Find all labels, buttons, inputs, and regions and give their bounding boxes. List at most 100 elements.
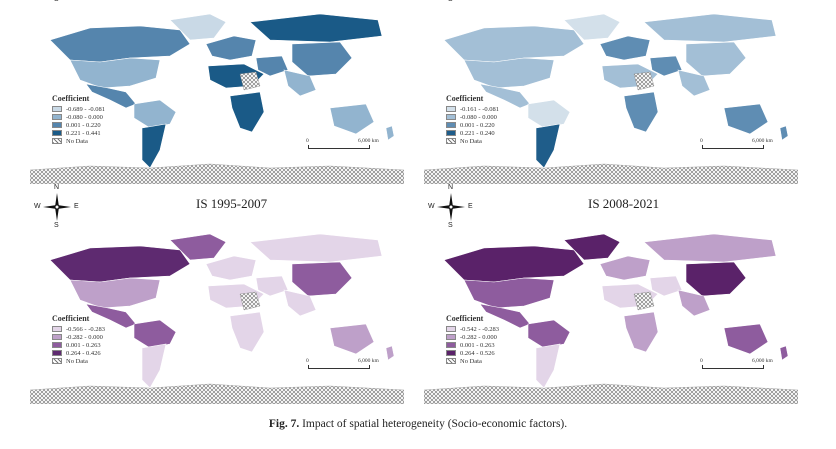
region-south-america-s <box>141 343 167 389</box>
compass-arrows-icon <box>437 193 465 221</box>
region-mexico-central <box>85 303 137 329</box>
region-greenland <box>169 13 227 41</box>
legend-label: 0.221 - 0.240 <box>460 129 495 137</box>
no-data-region <box>239 71 261 91</box>
legend-swatch <box>52 114 62 120</box>
region-south-asia <box>283 289 317 317</box>
legend-row: 0.221 - 0.441 <box>52 129 105 137</box>
region-new-zealand <box>779 345 789 361</box>
legend-swatch <box>446 350 456 356</box>
region-middle-east <box>255 275 289 297</box>
region-russia-north <box>643 233 777 263</box>
region-south-america-n <box>527 99 571 129</box>
legend-swatch <box>446 342 456 348</box>
legend-title: Coefficient <box>52 314 90 323</box>
scale-bar-line <box>702 145 764 149</box>
scale-zero-label: 0 <box>700 358 703 364</box>
legend-title: Coefficient <box>446 314 484 323</box>
compass-s: S <box>448 222 453 229</box>
legend-row-no-data: No Data <box>446 357 499 365</box>
region-mexico-central <box>479 83 531 109</box>
legend-swatch-hatch <box>52 358 62 364</box>
scale-max-label: 6,000 km <box>358 358 379 364</box>
region-south-africa <box>623 91 659 133</box>
region-china-east <box>685 261 747 297</box>
legend-swatch <box>52 342 62 348</box>
region-mexico-central <box>479 303 531 329</box>
caption-text: Impact of spatial heterogeneity (Socio-e… <box>302 418 568 430</box>
panel-title-is-2008-2021: IS 2008-2021 <box>588 196 660 211</box>
region-china-east <box>291 41 353 77</box>
region-south-america-s <box>141 123 167 169</box>
legend-label-no-data: No Data <box>66 357 88 365</box>
region-europe <box>205 35 257 61</box>
region-russia-north <box>643 13 777 43</box>
legend-label: 0.264 - 0.526 <box>460 349 495 357</box>
compass-e: E <box>468 203 473 210</box>
region-middle-east <box>649 55 683 77</box>
legend-label: -0.080 - 0.000 <box>460 113 497 121</box>
no-data-region <box>633 71 655 91</box>
scale-bar-line <box>308 145 370 149</box>
legend-label: -0.566 - -0.283 <box>66 325 105 333</box>
legend-row: 0.001 - 0.220 <box>446 121 499 129</box>
legend-label: -0.689 - -0.081 <box>66 105 105 113</box>
legend-row: -0.282 - 0.000 <box>446 333 499 341</box>
antarctica-no-data-region <box>30 383 404 404</box>
compass-n: N <box>54 184 60 191</box>
legend-label: 0.001 - 0.220 <box>460 121 495 129</box>
region-greenland <box>563 13 621 41</box>
legend-row: -0.689 - -0.081 <box>52 105 105 113</box>
legend-row: 0.264 - 0.426 <box>52 349 105 357</box>
legend-row-no-data: No Data <box>52 357 105 365</box>
region-usa <box>69 277 161 309</box>
region-china-east <box>685 41 747 77</box>
scale-zero-label: 0 <box>700 138 703 144</box>
legend-swatch <box>446 130 456 136</box>
region-usa <box>463 277 555 309</box>
compass-e: E <box>74 203 79 210</box>
legend-row: 0.001 - 0.263 <box>446 341 499 349</box>
region-new-zealand <box>385 345 395 361</box>
legend-row: -0.161 - -0.081 <box>446 105 499 113</box>
region-oceania <box>329 103 375 135</box>
region-europe <box>599 255 651 281</box>
region-south-america-s <box>535 123 561 169</box>
legend-swatch <box>52 106 62 112</box>
region-new-zealand <box>385 125 395 141</box>
no-data-region <box>633 291 655 311</box>
legend-swatch-hatch <box>52 138 62 144</box>
region-russia-north <box>249 233 383 263</box>
region-south-america-n <box>133 319 177 349</box>
map-panel-bottom-right: Coefficient -0.542 - -0.283 -0.282 - 0.000… <box>424 220 798 404</box>
legend-label: 0.001 - 0.220 <box>66 121 101 129</box>
map-panel-top-right: Coefficient -0.161 - -0.081 -0.080 - 0.000… <box>424 0 798 184</box>
map-legend: Coefficient -0.542 - -0.283 -0.282 - 0.000… <box>446 314 499 365</box>
legend-label: -0.282 - 0.000 <box>66 333 103 341</box>
legend-row: 0.221 - 0.240 <box>446 129 499 137</box>
legend-row-no-data: No Data <box>446 137 499 145</box>
legend-label: -0.080 - 0.000 <box>66 113 103 121</box>
caption-label: Fig. 7. <box>268 418 300 430</box>
compass-arrows-icon <box>43 193 71 221</box>
scale-bar-line <box>702 365 764 369</box>
legend-label: 0.001 - 0.263 <box>66 341 101 349</box>
legend-row: 0.001 - 0.220 <box>52 121 105 129</box>
legend-label: -0.161 - -0.081 <box>460 105 499 113</box>
legend-label-no-data: No Data <box>66 137 88 145</box>
region-new-zealand <box>779 125 789 141</box>
region-greenland <box>169 233 227 261</box>
region-canada <box>443 25 585 63</box>
region-middle-east <box>649 275 683 297</box>
legend-row: -0.080 - 0.000 <box>446 113 499 121</box>
map-legend: Coefficient -0.689 - -0.081 -0.080 - 0.000… <box>52 94 105 145</box>
scale-max-label: 6,000 km <box>358 138 379 144</box>
legend-swatch <box>52 326 62 332</box>
scale-max-label: 6,000 km <box>752 358 773 364</box>
legend-swatch <box>52 122 62 128</box>
legend-label-no-data: No Data <box>460 137 482 145</box>
legend-swatch-hatch <box>446 138 456 144</box>
legend-row: 0.264 - 0.526 <box>446 349 499 357</box>
region-canada <box>49 25 191 63</box>
legend-label: -0.542 - -0.283 <box>460 325 499 333</box>
